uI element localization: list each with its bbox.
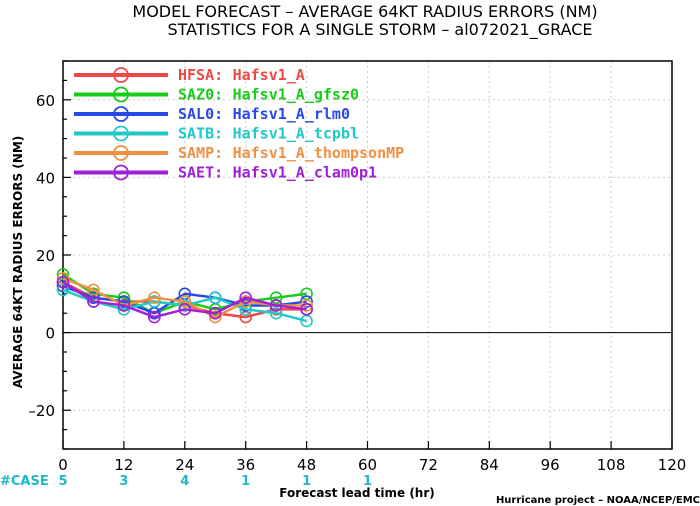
legend-series-label: Hafsv1_A_clam0p1 (233, 164, 378, 182)
y-tick-label-4: 60 (36, 92, 55, 110)
x-tick-label-3: 36 (236, 456, 255, 474)
series-5 (56, 275, 313, 324)
x-tick-label-4: 48 (297, 456, 316, 474)
case-count-2: 4 (180, 474, 189, 489)
case-count-1: 3 (119, 474, 128, 489)
legend-marker (113, 86, 129, 103)
data-point (269, 306, 283, 320)
tick-labels: 0 12 24 36 48 60 72 84 96 108 120 –20 0 20 40 60 (28, 92, 686, 474)
case-count-0: 5 (58, 474, 67, 489)
x-tick-label-9: 108 (597, 456, 626, 474)
data-point (178, 303, 192, 316)
case-counts: #CASE 5 3 4 1 1 1 (0, 474, 372, 489)
legend-entry-1: SAZ0: Hafsv1_A_gfsz0 (74, 86, 359, 104)
x-tick-label-0: 0 (58, 456, 68, 474)
x-tick-label-8: 96 (541, 456, 560, 474)
case-count-3: 1 (241, 474, 250, 489)
legend-marker (113, 164, 129, 181)
legend: HFSA: Hafsv1_A SAZ0: Hafsv1_A_gfsz0 SAL0: Haf… (74, 66, 404, 182)
legend-entry-4: SAMP: Hafsv1_A_thompsonMP (74, 144, 404, 162)
x-axis-label: Forecast lead time (hr) (279, 486, 435, 500)
case-count-5: 1 (363, 474, 372, 489)
data-point (208, 306, 222, 320)
y-tick-label-1: 0 (45, 325, 55, 343)
x-tick-label-2: 24 (175, 456, 194, 474)
data-point (178, 295, 192, 308)
series-line-3 (62, 288, 307, 323)
data-point (300, 299, 313, 312)
axes (62, 60, 673, 450)
legend-series-code: SAMP: (178, 144, 223, 162)
y-tick-label-2: 20 (36, 247, 55, 265)
legend-series-code: SAET: (178, 164, 223, 182)
x-tick-label-7: 84 (480, 456, 499, 474)
data-point (56, 275, 70, 289)
legend-series-label: Hafsv1_A (233, 66, 305, 84)
x-tick-label-1: 12 (114, 456, 133, 474)
data-point (56, 271, 70, 285)
data-point (208, 310, 222, 324)
legend-series-label: Hafsv1_A_gfsz0 (233, 86, 359, 104)
series-lines (56, 268, 313, 328)
series-line-2 (62, 284, 307, 315)
grid (63, 61, 672, 449)
legend-entry-5: SAET: Hafsv1_A_clam0p1 (74, 164, 377, 182)
legend-series-label: Hafsv1_A_tcpbl (233, 125, 359, 143)
chart-subtitle: STATISTICS FOR A SINGLE STORM – al072021… (167, 20, 592, 40)
data-point (117, 303, 131, 316)
data-point (208, 291, 222, 304)
legend-series-code: HFSA: (178, 66, 223, 84)
data-point (87, 295, 100, 308)
data-point (148, 310, 161, 324)
data-point (269, 299, 283, 312)
y-tick-label-0: –20 (28, 402, 55, 420)
legend-series-label: Hafsv1_A_thompsonMP (233, 144, 405, 162)
x-tick-label-6: 72 (419, 456, 438, 474)
data-point (269, 291, 283, 304)
case-label: #CASE (0, 474, 49, 489)
data-point (148, 295, 161, 308)
legend-entry-3: SATB: Hafsv1_A_tcpbl (74, 125, 359, 143)
legend-marker (113, 106, 129, 122)
data-point (239, 291, 252, 304)
legend-marker (113, 67, 129, 83)
y-tick-label-3: 40 (36, 169, 55, 187)
legend-series-code: SAZ0: (178, 86, 223, 104)
legend-entry-0: HFSA: Hafsv1_A (74, 66, 305, 84)
case-count-4: 1 (302, 474, 311, 489)
series-line-5 (62, 281, 307, 319)
legend-entry-2: SAL0: Hafsv1_A_rlm0 (74, 105, 350, 123)
legend-marker (113, 145, 129, 161)
credit-text: Hurricane project – NOAA/NCEP/EMC (496, 495, 700, 506)
chart-title: MODEL FORECAST – AVERAGE 64KT RADIUS ERR… (132, 2, 597, 21)
legend-marker (113, 125, 129, 142)
series-line-4 (62, 277, 307, 319)
legend-series-code: SATB: (178, 125, 223, 143)
x-tick-label-10: 120 (658, 456, 687, 474)
data-point (117, 299, 131, 312)
legend-series-code: SAL0: (178, 105, 223, 123)
y-axis-label: AVERAGE 64KT RADIUS ERRORS (NM) (11, 136, 25, 388)
data-point (300, 303, 313, 316)
legend-series-label: Hafsv1_A_rlm0 (233, 105, 350, 123)
data-point (148, 291, 161, 304)
x-tick-label-5: 60 (358, 456, 377, 474)
data-point (300, 295, 313, 308)
